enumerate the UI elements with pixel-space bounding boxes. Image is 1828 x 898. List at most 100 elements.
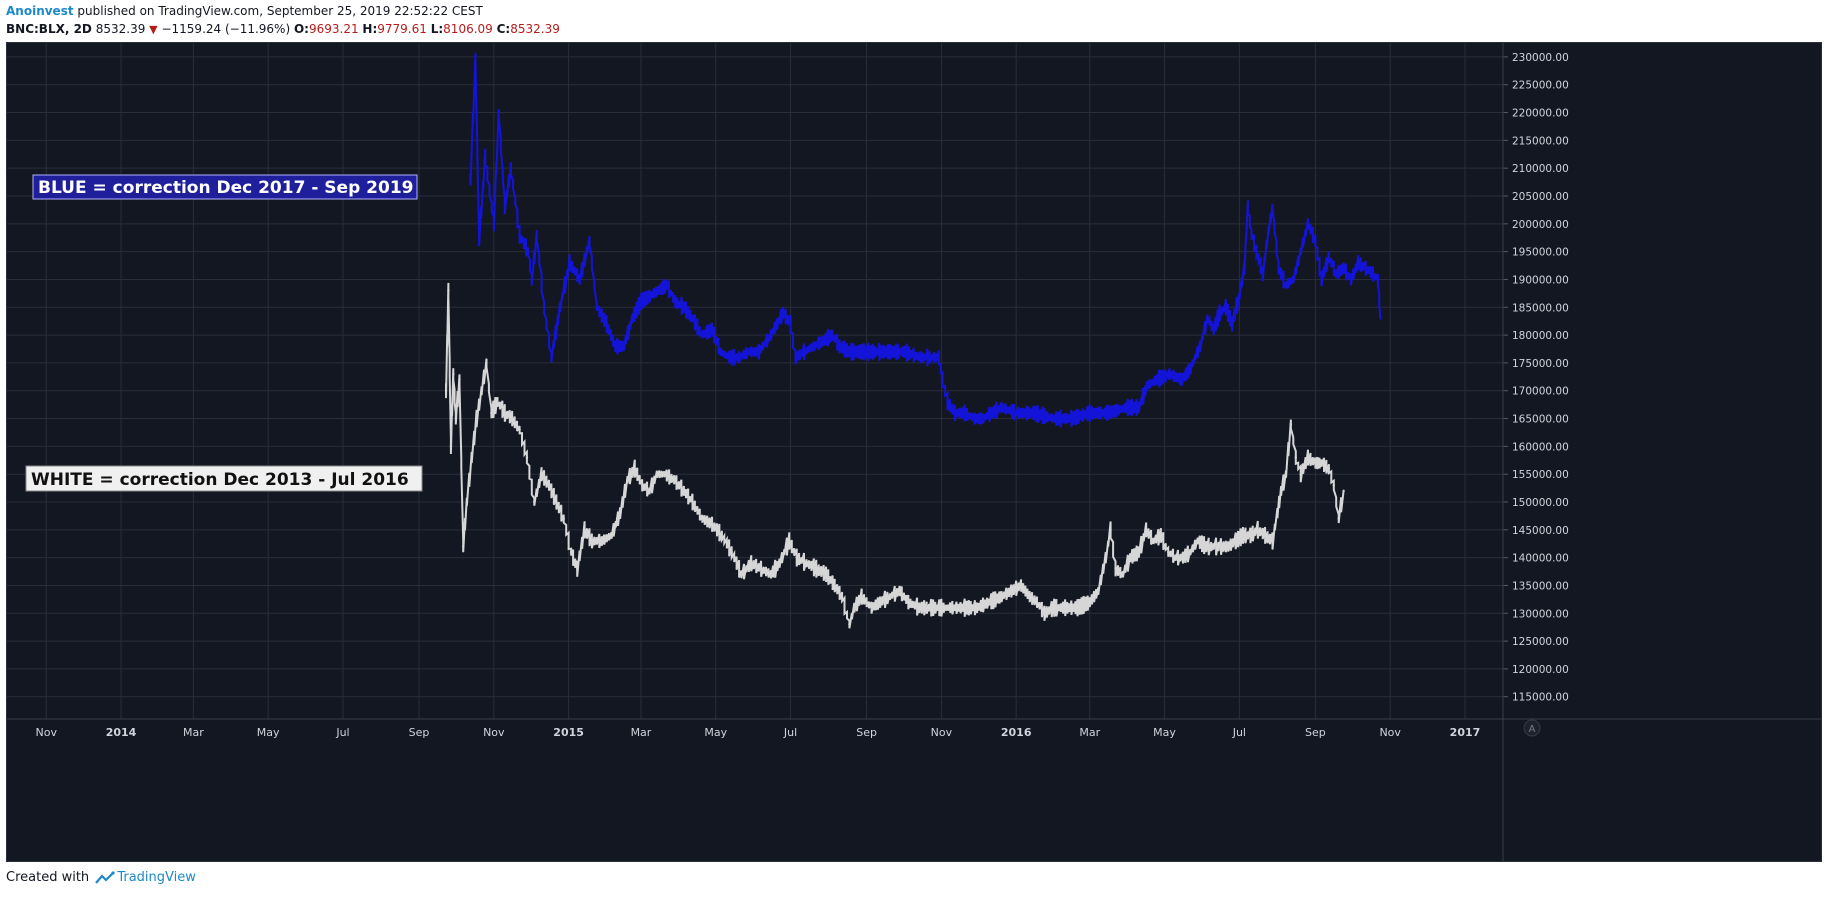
data-point — [639, 300, 643, 303]
y-tick-label: 215000.00 — [1512, 135, 1569, 147]
data-point — [975, 606, 979, 609]
data-point — [838, 345, 841, 348]
data-point — [1218, 311, 1221, 315]
data-point — [530, 278, 534, 281]
data-point — [1205, 545, 1208, 548]
data-point — [447, 289, 450, 292]
data-point — [873, 350, 877, 353]
data-point — [1156, 378, 1159, 381]
data-point — [590, 539, 594, 543]
data-point — [1206, 317, 1209, 320]
data-point — [1121, 573, 1125, 576]
data-point — [470, 456, 473, 459]
series-path — [445, 282, 1345, 629]
data-point — [1159, 534, 1163, 537]
data-point — [730, 550, 733, 554]
data-point — [1255, 250, 1258, 253]
data-point — [503, 411, 507, 415]
data-point — [458, 378, 461, 381]
data-point — [547, 484, 551, 487]
x-tick-label: Mar — [183, 726, 204, 739]
data-point — [937, 356, 941, 359]
tradingview-link[interactable]: TradingView — [117, 870, 196, 885]
data-point — [485, 361, 488, 365]
data-point — [691, 500, 694, 504]
data-point — [1189, 367, 1192, 370]
data-point — [824, 573, 828, 576]
y-tick-label: 190000.00 — [1512, 274, 1569, 286]
x-tick-label: Mar — [1079, 726, 1100, 739]
data-point — [1196, 539, 1199, 543]
x-tick-label: Nov — [36, 726, 58, 739]
data-point — [782, 311, 785, 315]
data-point — [747, 350, 751, 353]
y-tick-label: 185000.00 — [1512, 302, 1569, 314]
data-point — [558, 306, 562, 309]
data-point — [833, 584, 836, 587]
data-point — [1314, 239, 1317, 242]
data-point — [518, 233, 521, 237]
data-point — [618, 511, 622, 515]
chart-area[interactable]: 230000.00 225000.00 220000.00 215000.00 2100… — [6, 42, 1822, 862]
price-chart[interactable]: 230000.00 225000.00 220000.00 215000.00 2100… — [7, 43, 1821, 861]
data-point — [1342, 267, 1345, 270]
white-series — [444, 282, 1345, 629]
down-arrow-icon: ▼ — [149, 23, 158, 36]
y-tick-label: 165000.00 — [1512, 414, 1569, 426]
x-tick-label: May — [257, 726, 280, 739]
y-tick-label: 205000.00 — [1512, 191, 1569, 203]
data-point — [497, 111, 500, 114]
data-point — [737, 356, 741, 359]
data-point — [1114, 567, 1117, 570]
series-path — [469, 53, 1382, 428]
data-point — [562, 517, 565, 520]
data-point — [1076, 606, 1079, 609]
y-tick-label: 160000.00 — [1512, 441, 1569, 453]
data-point — [1349, 278, 1353, 281]
data-point — [1000, 406, 1003, 409]
data-point — [535, 233, 538, 237]
data-point — [1289, 422, 1293, 426]
data-point — [575, 567, 579, 570]
data-point — [583, 528, 586, 532]
data-point — [946, 400, 949, 404]
data-point — [610, 534, 613, 537]
data-point — [492, 222, 496, 226]
data-point — [963, 411, 966, 415]
data-point — [1105, 411, 1109, 415]
data-point — [1294, 456, 1297, 459]
data-point — [1000, 595, 1003, 598]
x-tick-label: Jul — [783, 726, 797, 739]
x-tick-label: May — [704, 726, 727, 739]
data-point — [1261, 272, 1264, 276]
blue-legend-text: BLUE = correction Dec 2017 - Sep 2019 — [38, 178, 414, 198]
data-point — [1174, 556, 1177, 559]
blue-series — [469, 53, 1382, 428]
x-tick-label: May — [1153, 726, 1176, 739]
data-point — [461, 545, 465, 548]
footer: Created with TradingView — [6, 870, 196, 885]
data-point — [720, 534, 724, 537]
data-point — [1227, 545, 1230, 548]
data-point — [622, 345, 625, 348]
data-point — [1279, 489, 1283, 493]
data-point — [815, 567, 818, 570]
data-point — [469, 178, 472, 181]
autoscale-button[interactable] — [1523, 719, 1541, 737]
data-point — [1314, 461, 1317, 465]
data-point — [477, 239, 481, 242]
data-point — [540, 472, 543, 476]
x-tick-label: Sep — [1305, 726, 1326, 739]
data-point — [511, 417, 514, 420]
author-link[interactable]: Anoinvest — [6, 4, 74, 18]
data-point — [640, 484, 644, 487]
data-point — [1299, 250, 1302, 253]
x-tick-label: Mar — [631, 726, 652, 739]
y-tick-label: 225000.00 — [1512, 80, 1569, 92]
data-point — [1284, 472, 1288, 476]
chart-header: Anoinvest published on TradingView.com, … — [6, 2, 560, 39]
y-tick-label: 210000.00 — [1512, 163, 1569, 175]
data-point — [465, 500, 469, 504]
data-point — [1364, 267, 1367, 270]
data-point — [794, 356, 797, 359]
